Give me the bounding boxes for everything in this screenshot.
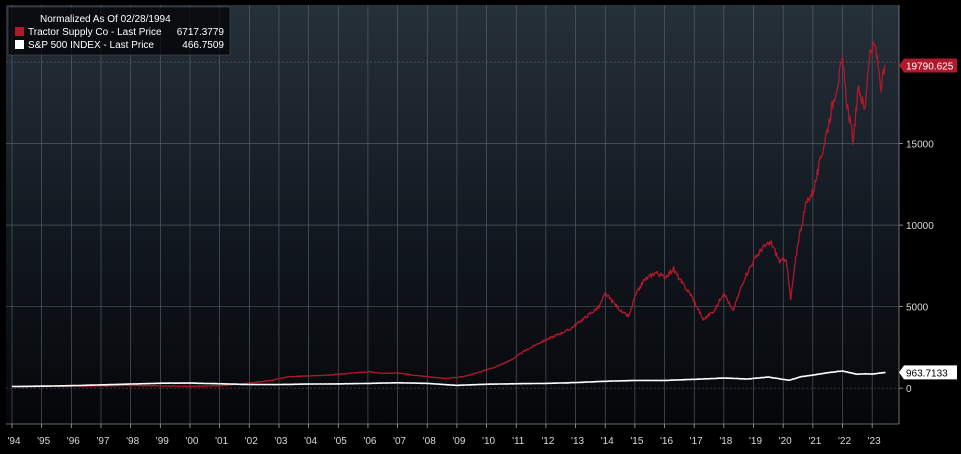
x-tick-label: '11 <box>512 436 525 447</box>
legend-label-sp500: S&P 500 INDEX - Last Price <box>28 40 154 51</box>
x-tick-label: '96 <box>67 436 80 447</box>
tag-value: 19790.625 <box>906 61 954 72</box>
legend: Normalized As Of 02/28/1994 Tractor Supp… <box>7 6 231 56</box>
legend-swatch-sp500 <box>15 40 24 49</box>
legend-swatch-tractor <box>15 27 24 36</box>
x-tick-label: '00 <box>185 436 198 447</box>
y-tick-label: 5000 <box>906 303 929 314</box>
x-tick-label: '99 <box>156 436 169 447</box>
x-tick-label: '13 <box>571 436 584 447</box>
x-tick-label: '06 <box>363 436 376 447</box>
x-tick-label: '16 <box>660 436 673 447</box>
x-tick-label: '21 <box>808 436 821 447</box>
x-tick-label: '94 <box>7 436 20 447</box>
x-tick-label: '18 <box>719 436 732 447</box>
tag-value: 963.7133 <box>906 368 948 379</box>
y-tick-label: 15000 <box>906 140 934 151</box>
x-tick-label: '02 <box>245 436 258 447</box>
x-tick-label: '08 <box>423 436 436 447</box>
plot-background <box>6 5 899 424</box>
y-tick-label: 10000 <box>906 221 934 232</box>
tag-background <box>899 58 957 73</box>
x-tick-label: '95 <box>37 436 50 447</box>
legend-label-tractor: Tractor Supply Co - Last Price <box>28 27 162 38</box>
x-tick-label: '22 <box>838 436 851 447</box>
legend-title: Normalized As Of 02/28/1994 <box>40 14 171 25</box>
x-tick-label: '12 <box>541 436 554 447</box>
y-tick-label: 0 <box>906 384 912 395</box>
x-tick-label: '01 <box>215 436 228 447</box>
x-tick-label: '23 <box>868 436 881 447</box>
x-tick-label: '05 <box>334 436 347 447</box>
series-lines <box>11 41 886 388</box>
y-axis: 0 5000 10000 15000 <box>898 5 934 424</box>
grid <box>6 5 899 424</box>
series-line-sp500 <box>11 370 886 388</box>
legend-box <box>7 6 231 56</box>
x-tick-label: '10 <box>482 436 495 447</box>
x-tick-label: '04 <box>304 436 317 447</box>
series-line-tractor-supply <box>12 41 886 388</box>
legend-value-tractor: 6717.3779 <box>177 27 225 38</box>
x-tick-label: '19 <box>749 436 762 447</box>
last-value-tag-sp500: 963.7133 <box>899 365 957 380</box>
last-value-tag-tractor: 19790.625 <box>899 58 957 73</box>
legend-value-sp500: 466.7509 <box>182 40 224 51</box>
x-tick-label: '97 <box>96 436 109 447</box>
x-tick-label: '07 <box>393 436 406 447</box>
x-tick-label: '98 <box>126 436 139 447</box>
x-axis: '94 '95 '96 '97 '98 '99 '00 '01 '02 '03 '04 '05 '06 '… <box>6 423 899 447</box>
x-tick-label: '14 <box>601 436 614 447</box>
last-value-tags: 19790.625 963.7133 <box>899 58 957 380</box>
x-tick-label: '20 <box>779 436 792 447</box>
tag-background <box>899 365 957 380</box>
x-tick-label: '09 <box>452 436 465 447</box>
x-tick-label: '15 <box>630 436 643 447</box>
x-tick-label: '17 <box>690 436 703 447</box>
x-tick-label: '03 <box>274 436 287 447</box>
